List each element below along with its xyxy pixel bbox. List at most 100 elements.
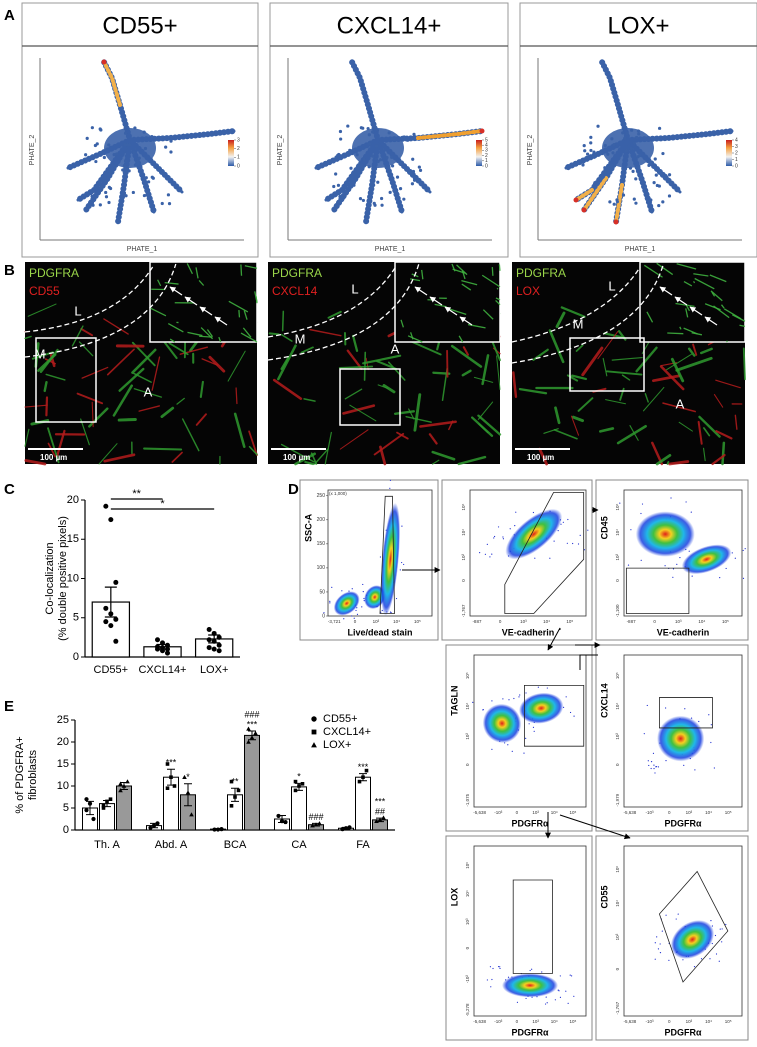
event-dot <box>573 715 575 717</box>
tissue-fiber <box>407 335 423 343</box>
x-tick-label: 10⁵ <box>566 619 573 624</box>
y-tick-label: 5 <box>63 802 69 814</box>
y-tick-label: -1,075 <box>465 793 470 806</box>
event-dot <box>708 714 710 716</box>
y-tick-label: 10⁴ <box>615 703 620 710</box>
tissue-fiber <box>461 283 472 291</box>
event-dot <box>569 711 572 714</box>
y-tick-label: 0 <box>465 946 470 949</box>
data-point <box>101 804 106 808</box>
cell-dot <box>123 131 128 135</box>
tissue-fiber <box>255 296 258 304</box>
data-point <box>165 650 170 656</box>
cell-dot <box>90 126 94 130</box>
y-axis-label: SSC-A <box>303 513 313 542</box>
data-point <box>103 619 109 625</box>
cell-dot <box>107 200 111 205</box>
cell-dot <box>348 148 352 152</box>
data-point <box>311 729 317 735</box>
x-tick-label: 0 <box>653 619 656 624</box>
high-expression <box>574 188 594 202</box>
tissue-fiber <box>160 406 175 418</box>
tissue-fiber <box>195 267 199 279</box>
cell-dot <box>621 131 625 135</box>
gating-arrow <box>579 654 598 670</box>
cell-dot <box>583 149 587 153</box>
y-axis-label: PHATE_2 <box>29 135 36 166</box>
event-dot <box>545 996 547 998</box>
cell-dot <box>347 177 352 181</box>
event-dot <box>486 979 488 981</box>
event-dot <box>403 563 405 566</box>
event-dot <box>514 525 516 527</box>
data-point <box>160 640 165 646</box>
y-tick-label: 15 <box>67 533 79 545</box>
tissue-fiber <box>344 388 363 400</box>
cell-dot <box>610 137 614 141</box>
event-dot <box>657 766 659 768</box>
event-dot <box>525 692 527 694</box>
arrow <box>169 286 183 296</box>
x-tick-label: 10³ <box>532 1019 539 1024</box>
data-point <box>165 762 170 766</box>
data-point <box>347 825 352 830</box>
event-dot <box>484 553 486 555</box>
data-point <box>279 819 285 824</box>
tissue-fiber <box>461 369 472 377</box>
x-tick-label: 10³ <box>520 619 527 624</box>
data-point <box>172 784 177 788</box>
x-axis-label: PDGFRα <box>664 1027 702 1037</box>
tissue-fiber <box>45 373 66 381</box>
event-dot <box>362 591 364 593</box>
tissue-fiber <box>678 421 693 432</box>
cell-dot <box>585 152 590 156</box>
x-tick-label: -887 <box>627 619 637 624</box>
tissue-fiber <box>195 413 207 426</box>
cell-dot <box>144 176 148 180</box>
event-dot <box>715 953 718 955</box>
tissue-fiber <box>548 329 565 364</box>
tissue-fiber <box>268 332 280 336</box>
cell-dot <box>362 157 366 161</box>
density <box>505 508 563 560</box>
cell-dot <box>635 135 639 140</box>
event-dot <box>559 996 562 998</box>
cell-dot <box>167 201 172 206</box>
event-dot <box>710 920 712 922</box>
tissue-fiber <box>432 459 440 465</box>
tissue-fiber <box>138 405 161 412</box>
event-dot <box>507 744 509 746</box>
colorbar-tick-label: 4 <box>735 137 738 143</box>
tissue-fiber <box>709 274 727 283</box>
event-dot <box>619 502 621 504</box>
density <box>681 544 732 575</box>
tissue-fiber <box>597 331 619 360</box>
data-point <box>151 823 157 828</box>
tissue-fiber <box>133 388 163 398</box>
y-tick-label: 10³ <box>461 554 466 561</box>
cell-dot <box>90 194 94 198</box>
y-tick-label: 25 <box>57 714 69 726</box>
event-dot <box>546 1002 548 1004</box>
scale-bar-label: 100 µm <box>40 453 67 462</box>
tissue-fiber <box>451 263 456 272</box>
tissue-fiber <box>450 344 483 368</box>
tissue-fiber <box>199 335 213 338</box>
y-tick-label: 20 <box>57 736 69 748</box>
cell-dot <box>133 126 137 130</box>
event-dot <box>657 948 660 950</box>
tissue-fiber <box>699 347 713 355</box>
cell-dot <box>589 148 593 153</box>
cell-dot <box>107 143 111 147</box>
y-axis-label: CXCL14 <box>599 683 609 718</box>
data-point <box>246 726 251 731</box>
tissue-fiber <box>206 329 214 337</box>
tissue-fiber <box>704 303 721 311</box>
tissue-fiber <box>616 424 647 445</box>
x-axis-label: Live/dead stain <box>347 627 412 637</box>
error-bar <box>231 787 239 802</box>
colorbar-tick-label: 0 <box>237 163 240 169</box>
tissue-fiber <box>456 264 468 276</box>
cell-dot <box>338 194 342 199</box>
cell-dot <box>125 143 129 147</box>
